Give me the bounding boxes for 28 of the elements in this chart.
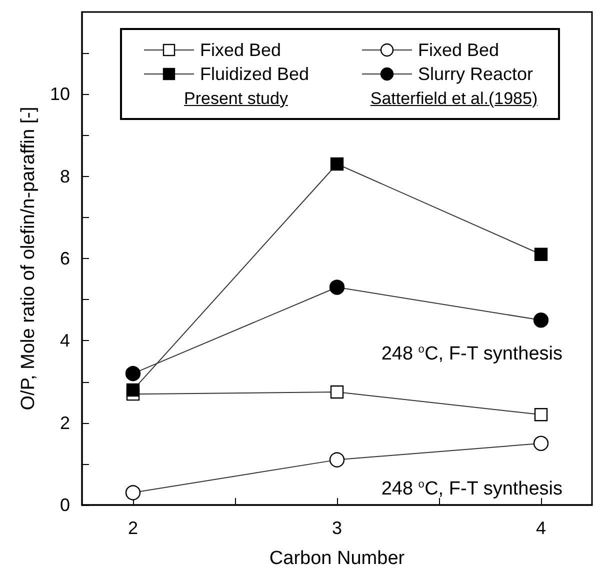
point <box>125 485 141 500</box>
y-tick-label: 8 <box>60 166 70 186</box>
y-tick-label: 10 <box>50 84 70 104</box>
x-tick-label: 2 <box>128 518 138 538</box>
text: Present study <box>184 89 288 108</box>
point <box>533 312 549 328</box>
point <box>534 248 548 261</box>
point <box>330 157 344 171</box>
y-tick-label: 6 <box>60 248 70 268</box>
x-tick-label: 3 <box>332 518 342 538</box>
point <box>125 366 141 382</box>
y-tick-label: 4 <box>60 330 70 351</box>
point <box>126 383 140 397</box>
point <box>330 385 344 399</box>
x-tick-label: 4 <box>536 518 546 538</box>
y-tick-label: 0 <box>60 495 70 515</box>
y-axis-title: O/P, Mole ratio of olefin/n-paraffin [-] <box>18 106 39 410</box>
point <box>329 280 345 295</box>
point <box>329 452 345 468</box>
x-axis-title: Carbon Number <box>269 548 406 569</box>
legend-label: Fluidized Bed <box>200 64 310 84</box>
legend-label: Fixed Bed <box>200 40 282 60</box>
legend-label: Slurry Reactor <box>418 64 534 84</box>
legend-label: Fixed Bed <box>418 40 500 60</box>
y-tick-label: 2 <box>60 412 70 433</box>
point <box>533 436 549 451</box>
point <box>534 408 548 422</box>
text: Satterfield et al.(1985) <box>370 89 538 108</box>
